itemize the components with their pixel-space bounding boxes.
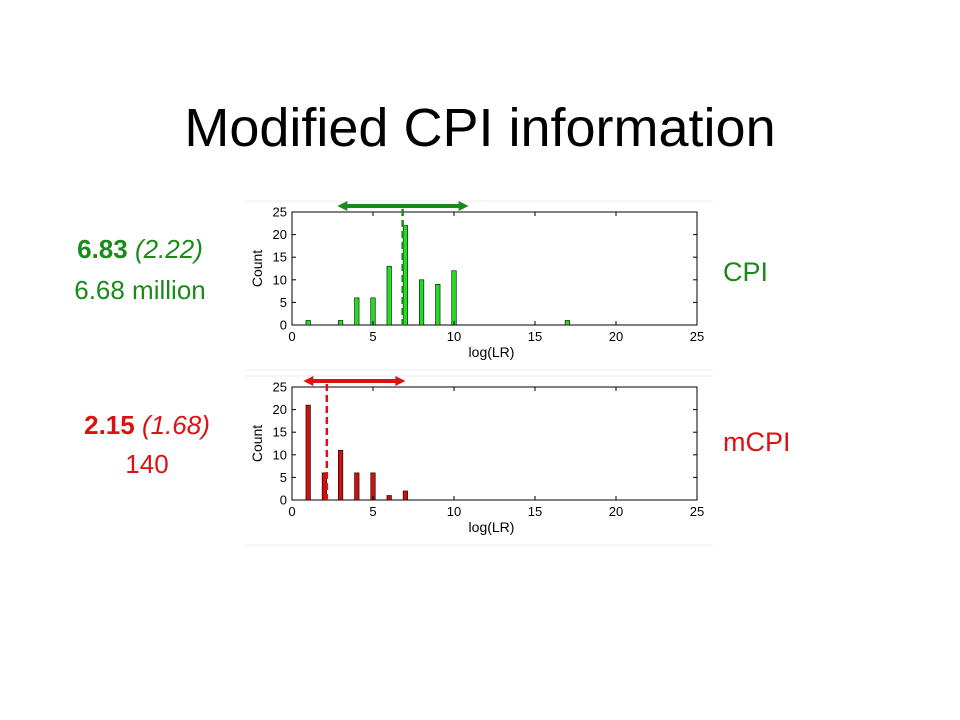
plot-area [291, 211, 698, 326]
cpi-sd: (2.22) [134, 234, 203, 264]
cpi-mean: 6.83 [77, 234, 128, 264]
bar [338, 449, 344, 501]
cpi-stat-line1: 6.83 (2.22) [40, 234, 240, 264]
bar [305, 320, 311, 326]
x-tick-label: 20 [609, 504, 623, 519]
x-tick-label: 10 [447, 504, 461, 519]
bar [370, 297, 376, 326]
x-tick-label: 10 [447, 329, 461, 344]
y-tick-label: 5 [280, 295, 287, 310]
x-tick-label: 0 [288, 504, 295, 519]
cpi-value: 6.68 million [74, 275, 206, 305]
x-axis-label: log(LR) [469, 519, 515, 535]
y-tick-label: 25 [273, 205, 287, 220]
range-arrow-right-head [458, 201, 469, 211]
bar [386, 265, 392, 326]
y-tick-label: 5 [280, 470, 287, 485]
bar [386, 495, 392, 501]
bar [402, 490, 408, 501]
y-tick-label: 15 [273, 425, 287, 440]
slide-title: Modified CPI information [184, 98, 776, 158]
y-tick-label: 0 [280, 318, 287, 333]
bar [435, 284, 441, 326]
mcpi-histogram: 0 5 10 15 20 25 0 5 10 15 20 25 log(LR) Count [245, 375, 713, 546]
x-tick-label: 5 [369, 329, 376, 344]
y-tick-label: 0 [280, 493, 287, 508]
plot-area [291, 386, 698, 501]
x-tick-label: 15 [528, 504, 542, 519]
y-tick-label: 10 [273, 272, 287, 287]
range-arrow-right-head [395, 376, 406, 386]
mcpi-mean: 2.15 [84, 410, 135, 440]
x-tick-label: 0 [288, 329, 295, 344]
x-axis-label: log(LR) [469, 344, 515, 360]
bar [354, 297, 360, 326]
bar [564, 320, 570, 326]
x-tick-label: 20 [609, 329, 623, 344]
mcpi-value: 140 [125, 449, 169, 479]
bar [419, 279, 425, 326]
y-tick-label: 10 [273, 447, 287, 462]
bar [338, 320, 344, 326]
x-tick-label: 25 [690, 329, 704, 344]
mcpi-label: mCPI [723, 427, 791, 457]
y-axis-label: Count [249, 250, 265, 287]
mcpi-stats: 2.15 (1.68) 140 [52, 410, 242, 479]
mcpi-stat-line1: 2.15 (1.68) [52, 410, 242, 440]
cpi-stats: 6.83 (2.22) 6.68 million [40, 234, 240, 305]
x-tick-label: 5 [369, 504, 376, 519]
y-tick-label: 25 [273, 380, 287, 395]
x-tick-label: 15 [528, 329, 542, 344]
bar [370, 472, 376, 501]
range-arrow-left-head [303, 376, 314, 386]
y-tick-label: 15 [273, 250, 287, 265]
range-arrow-left-head [337, 201, 348, 211]
bar [451, 270, 457, 326]
cpi-label: CPI [723, 257, 769, 287]
bar [305, 404, 311, 501]
cpi-histogram: 0 5 10 15 20 25 0 5 10 15 20 25 log(LR) Count [245, 200, 713, 371]
y-tick-label: 20 [273, 402, 287, 417]
mcpi-sd: (1.68) [141, 410, 210, 440]
y-axis-label: Count [249, 425, 265, 462]
bar [354, 472, 360, 501]
x-tick-label: 25 [690, 504, 704, 519]
y-tick-label: 20 [273, 227, 287, 242]
